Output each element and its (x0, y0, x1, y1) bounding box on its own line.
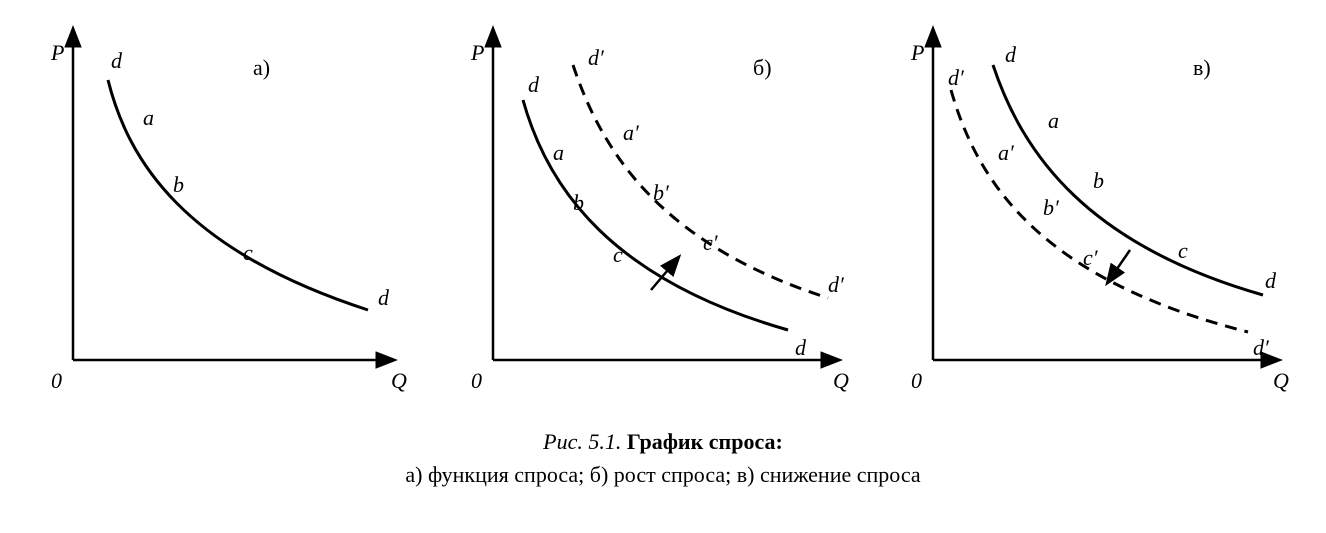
point-label: c′ (1083, 245, 1099, 270)
panel-a: P Q 0 а) d a b c d (33, 20, 413, 405)
point-label: a′ (623, 120, 640, 145)
point-label: c (1178, 238, 1188, 263)
point-label: d (1265, 268, 1277, 293)
point-label: d (528, 72, 540, 97)
point-label: d′ (588, 45, 605, 70)
figure-subcaption: а) функция спроса; б) рост спроса; в) сн… (405, 462, 920, 487)
point-label: b (573, 190, 584, 215)
y-axis-label: P (910, 40, 924, 65)
chart-a: P Q 0 а) d a b c d (33, 20, 413, 400)
point-label: c (243, 240, 253, 265)
point-label: c (613, 242, 623, 267)
demand-curve (523, 100, 788, 330)
point-label: d′ (828, 272, 845, 297)
point-label: d (378, 285, 390, 310)
y-axis-label: P (470, 40, 484, 65)
demand-curve-shifted (951, 90, 1248, 332)
point-label: b′ (653, 180, 670, 205)
x-axis-label: Q (1273, 368, 1289, 393)
point-label: d′ (948, 65, 965, 90)
shift-arrow (1108, 250, 1130, 282)
point-label: b (173, 172, 184, 197)
x-axis-label: Q (833, 368, 849, 393)
x-axis-label: Q (391, 368, 407, 393)
point-label: d (1005, 42, 1017, 67)
point-label: d (795, 335, 807, 360)
demand-curve-shifted (573, 65, 828, 298)
figure-number: Рис. 5.1. (543, 429, 621, 454)
panel-c: P Q 0 в) d a b c d d′ a′ b′ c′ d′ (893, 20, 1293, 405)
point-label: a (553, 140, 564, 165)
panel-label: в) (1193, 55, 1211, 80)
point-label: a (1048, 108, 1059, 133)
point-label: b (1093, 168, 1104, 193)
origin-label: 0 (51, 368, 62, 393)
panel-label: б) (753, 55, 772, 80)
y-axis-label: P (50, 40, 64, 65)
point-label: d (111, 48, 123, 73)
figure-title: График спроса: (627, 429, 783, 454)
chart-c: P Q 0 в) d a b c d d′ a′ b′ c′ d′ (893, 20, 1293, 400)
origin-label: 0 (911, 368, 922, 393)
point-label: a′ (998, 140, 1015, 165)
point-label: c′ (703, 230, 719, 255)
point-label: a (143, 105, 154, 130)
panel-label: а) (253, 55, 270, 80)
point-label: b′ (1043, 195, 1060, 220)
demand-curve (993, 65, 1263, 295)
panel-b: P Q 0 б) d ab c d d′ a′ b′ c′ d′ (453, 20, 853, 405)
point-label: d′ (1253, 335, 1270, 360)
figure-caption: Рис. 5.1. График спроса: а) функция спро… (20, 425, 1306, 491)
origin-label: 0 (471, 368, 482, 393)
chart-b: P Q 0 б) d ab c d d′ a′ b′ c′ d′ (453, 20, 853, 400)
panels-row: PQ0а)dabcdPQ0б)dabcdd′a′b′c′d′PQ0в)dabcd… (20, 20, 1306, 405)
